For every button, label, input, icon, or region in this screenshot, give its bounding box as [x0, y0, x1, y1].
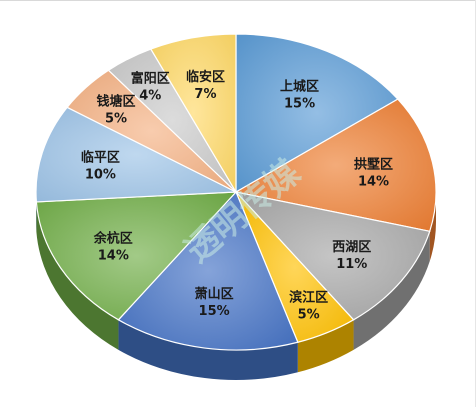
slice-label-name-4: 滨江区 [289, 290, 328, 306]
slice-label-name-6: 余杭区 [93, 230, 133, 246]
slice-label-value-4: 5% [298, 308, 320, 323]
pie-slice-7 [35, 106, 239, 203]
pie-side-walls [36, 192, 436, 380]
pie-slice-1 [235, 33, 399, 194]
slice-label-name-9: 富阳区 [131, 70, 170, 86]
pie-slice-2 [234, 98, 437, 232]
slice-label-value-6: 14% [98, 248, 129, 263]
slice-label-value-9: 4% [139, 88, 161, 103]
slice-label-name-2: 拱墅区 [354, 156, 393, 172]
pie-slice-6 [35, 191, 238, 321]
slice-label-value-7: 10% [85, 167, 116, 182]
pie-side-5 [118, 319, 298, 380]
pie-side-3 [353, 231, 430, 350]
pie-side-4 [297, 319, 354, 373]
slice-label-name-10: 临安区 [186, 69, 225, 85]
pie-slice-10 [149, 33, 237, 195]
slice-label-value-3: 11% [336, 257, 367, 272]
slice-label-value-8: 5% [105, 111, 127, 126]
slice-label-name-1: 上城区 [280, 78, 319, 94]
pie-side-2 [429, 192, 436, 262]
pie-labels: 上城区 15% 拱墅区 14% 西湖区 11% 滨江区 5% 萧山区 15% 余杭区 14% 临平区 10… [81, 69, 393, 323]
pie-slice-3 [234, 191, 431, 321]
frame-top-border [0, 0, 476, 1]
pie-slice-5 [117, 190, 299, 351]
slice-label-name-8: 钱塘区 [96, 93, 135, 109]
slice-label-name-5: 萧山区 [195, 286, 234, 302]
slice-label-name-3: 西湖区 [332, 240, 371, 255]
slice-label-value-10: 7% [194, 87, 216, 102]
pie-top-faces [35, 33, 437, 351]
pie-side-6 [36, 201, 119, 350]
slice-label-value-2: 14% [358, 174, 389, 189]
slice-label-value-5: 15% [199, 304, 230, 319]
slice-label-name-7: 临平区 [81, 149, 120, 165]
slice-label-value-1: 15% [284, 96, 315, 111]
